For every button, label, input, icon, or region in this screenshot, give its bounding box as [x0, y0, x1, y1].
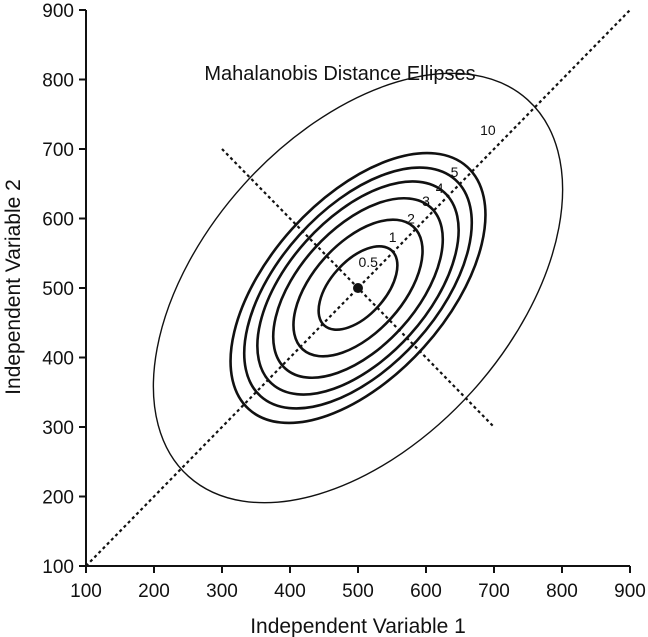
x-tick-label: 900: [614, 581, 646, 602]
chart-title: Mahalanobis Distance Ellipses: [204, 63, 475, 85]
x-tick-label: 400: [274, 581, 306, 602]
ellipse-label: 10: [480, 122, 496, 138]
x-tick-label: 600: [410, 581, 442, 602]
ellipse-label: 0.5: [358, 254, 378, 270]
ellipse-label: 3: [422, 193, 430, 209]
x-tick-label: 500: [342, 581, 374, 602]
x-tick-label: 800: [546, 581, 578, 602]
x-tick-group: 100 200 300 400 500 600 700 800 900: [70, 566, 646, 602]
ellipse-label: 4: [436, 180, 444, 196]
x-tick-label: 300: [206, 581, 238, 602]
ellipse-label: 5: [451, 164, 459, 180]
ellipse-label: 2: [407, 210, 415, 226]
x-axis-title: Independent Variable 1: [250, 615, 466, 637]
center-point: [353, 283, 363, 293]
y-tick-label: 700: [42, 140, 74, 161]
ellipse-label: 1: [389, 229, 397, 245]
x-tick-label: 200: [138, 581, 170, 602]
y-tick-label: 100: [42, 557, 74, 578]
y-tick-group: 100 200 300 400 500 600 700 800 900: [42, 1, 86, 578]
axes: 100 200 300 400 500 600 700 800 900 100 200 300 400…: [42, 1, 646, 602]
y-tick-label: 800: [42, 71, 74, 92]
x-tick-label: 700: [478, 581, 510, 602]
y-tick-label: 500: [42, 279, 74, 300]
plot-area: 0.5 12345 10: [74, 0, 642, 579]
y-tick-label: 600: [42, 210, 74, 231]
y-tick-label: 300: [42, 418, 74, 439]
x-tick-label: 100: [70, 581, 102, 602]
y-tick-label: 200: [42, 488, 74, 509]
y-tick-label: 900: [42, 1, 74, 22]
ellipse-label-group: 0.5 12345 10: [358, 122, 495, 270]
y-tick-label: 400: [42, 349, 74, 370]
y-axis-title: Independent Variable 2: [2, 179, 25, 395]
